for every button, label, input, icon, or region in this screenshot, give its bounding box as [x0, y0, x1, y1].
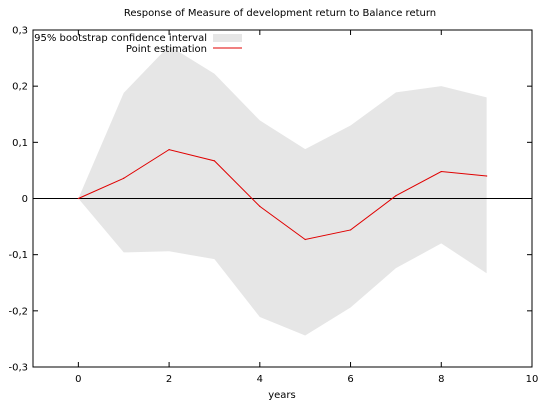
legend: 95% bootstrap confidence interval Point …: [34, 33, 242, 55]
series-point: [395, 195, 397, 197]
x-tick-label: 4: [257, 374, 263, 385]
series-point: [304, 238, 306, 241]
x-ticks: 0 2 4 6 8 10: [75, 30, 538, 385]
x-axis-label: years: [268, 390, 296, 401]
series-layer: [77, 149, 488, 241]
series-line: [78, 149, 487, 241]
confidence-band-layer: [78, 45, 487, 336]
confidence-band: [78, 45, 487, 336]
legend-band-swatch: [213, 34, 242, 42]
y-tick-label: -0,3: [8, 363, 28, 374]
series-point: [440, 170, 442, 173]
y-ticks: 0,3 0,2 0,1 0 -0,1 -0,2 -0,3: [8, 26, 532, 374]
legend-band-label: 95% bootstrap confidence interval: [34, 33, 207, 44]
x-tick-label: 6: [347, 374, 353, 385]
series-point: [486, 175, 488, 177]
x-tick-label: 2: [166, 374, 172, 385]
y-tick-label: -0,1: [8, 250, 28, 261]
series-point: [123, 177, 125, 179]
y-tick-label: 0,3: [12, 26, 28, 37]
series-point: [213, 160, 216, 162]
y-tick-label: 0,2: [12, 82, 28, 93]
series-point: [259, 205, 261, 207]
series-point: [349, 229, 352, 231]
y-tick-label: 0,1: [12, 138, 28, 149]
chart-title: Response of Measure of development retur…: [124, 8, 436, 19]
y-tick-label: -0,2: [8, 306, 28, 317]
x-tick-label: 10: [526, 374, 539, 385]
y-tick-label: 0: [22, 194, 28, 205]
series-point: [168, 149, 170, 151]
series-point: [77, 197, 79, 200]
x-tick-label: 0: [75, 374, 81, 385]
legend-series-label: Point estimation: [126, 44, 207, 55]
x-tick-label: 8: [438, 374, 444, 385]
